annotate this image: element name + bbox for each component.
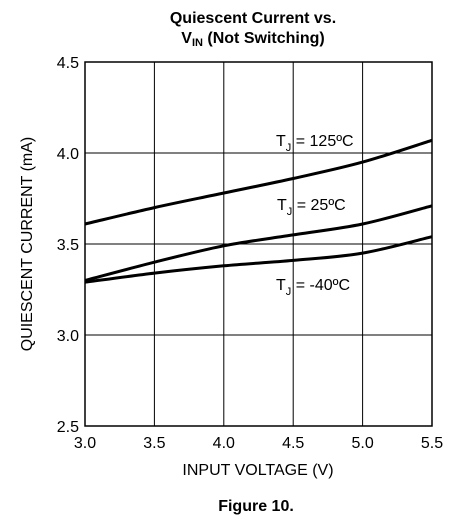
series-lines [84,138,433,284]
series-label-neg40c-rest: = -40ºC [291,277,350,294]
series-label-25c-rest: = 25ºC [292,197,345,214]
series-label-25c-main: T [277,197,287,214]
series-line-neg40c [84,235,433,284]
y-tick-label: 4.5 [57,55,79,72]
y-tick-label: 3.0 [57,328,79,345]
chart-title-line2: VIN (Not Switching) [181,30,324,49]
y-tick-label: 3.5 [57,237,79,254]
y-tick-label: 4.0 [57,146,79,163]
x-tick-label: 3.5 [143,435,165,452]
series-label-125c-main: T [276,133,286,150]
series-label-neg40c-main: T [276,277,286,294]
x-tick-label: 5.5 [421,435,443,452]
series-label-125c: TJ = 125ºC [276,133,354,154]
series-label-25c-sub: J [287,206,293,218]
y-tick-label: 2.5 [57,419,79,436]
series-label-25c: TJ = 25ºC [277,197,346,218]
x-tick-label: 5.0 [351,435,373,452]
figure-caption: Figure 10. [218,498,294,515]
x-tick-label: 4.0 [213,435,235,452]
grid [84,61,433,427]
title-v-main: V [181,30,192,47]
title-v-sub: IN [192,37,203,49]
series-line-25c [84,204,433,282]
y-axis-label: QUIESCENT CURRENT (mA) [19,137,36,352]
tick-labels: 3.0 3.5 4.0 4.5 5.0 5.52.53.03.54.04.5 [57,55,443,452]
x-tick-label: 4.5 [282,435,304,452]
series-line-125c [84,138,433,226]
series-label-neg40c: TJ = -40ºC [276,277,350,298]
chart-title-line1: Quiescent Current vs. [170,10,336,27]
title-rest: (Not Switching) [203,30,325,47]
x-axis-label: INPUT VOLTAGE (V) [182,462,333,479]
plot-frame [84,61,433,427]
series-label-125c-rest: = 125ºC [291,133,353,150]
x-tick-label: 3.0 [74,435,96,452]
series-label-125c-sub: J [286,142,292,154]
series-label-neg40c-sub: J [286,286,292,298]
